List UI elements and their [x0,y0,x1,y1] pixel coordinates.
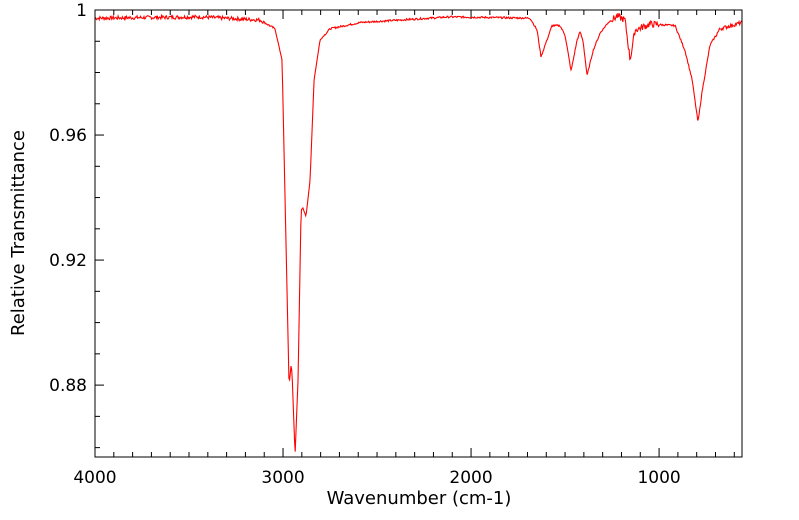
y-tick-label: 0.88 [49,376,87,396]
x-tick-label: 2000 [449,468,492,488]
x-tick-label: 1000 [637,468,680,488]
y-axis-label: Relative Transmittance [8,130,29,336]
y-tick-label: 1 [76,1,87,21]
x-tick-label: 3000 [261,468,304,488]
axis-ticks [94,9,735,457]
plot-frame [94,9,743,458]
x-tick-labels: 4000 3000 2000 1000 [73,468,680,488]
y-tick-labels: 0.88 0.92 0.96 1 [49,1,87,396]
y-tick-label: 0.92 [49,251,87,271]
spectrum-line [94,12,743,452]
y-tick-label: 0.96 [49,126,87,146]
x-tick-label: 4000 [73,468,116,488]
x-axis-label: Wavenumber (cm-1) [327,488,512,509]
